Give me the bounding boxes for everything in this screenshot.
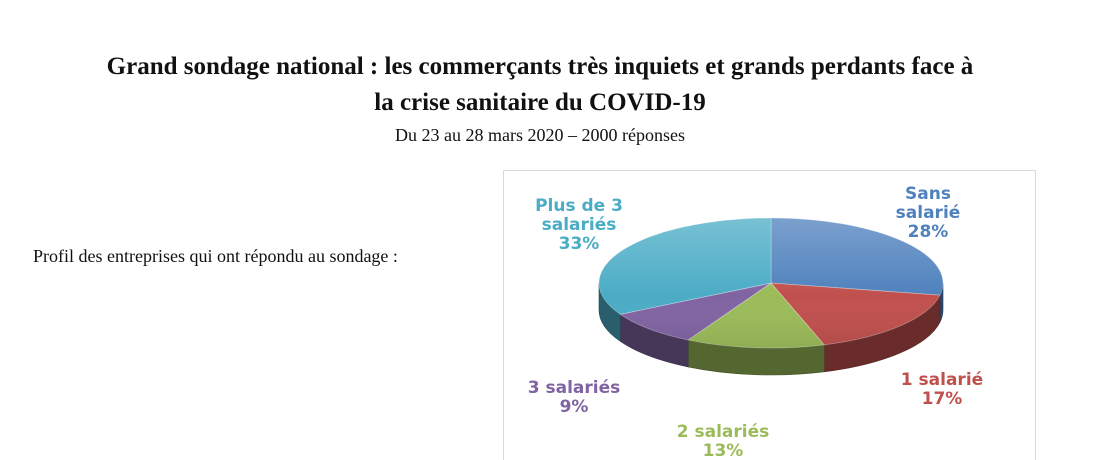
pie-data-label-line: salariés bbox=[542, 215, 617, 235]
pie-data-label-sans-salarie: Sans salarié 28% bbox=[896, 184, 961, 242]
pie-data-label-plus-de-3-salaries: Plus de 3 salariés 33% bbox=[535, 196, 623, 254]
pie-data-label-2-salaries: 2 salariés 13% bbox=[677, 422, 770, 460]
pie-data-label-line: 2 salariés bbox=[677, 422, 770, 442]
pie-sheen bbox=[599, 218, 943, 348]
pie-data-label-line: 9% bbox=[560, 397, 589, 417]
pie-data-label-line: 1 salarié bbox=[901, 370, 983, 390]
pie-data-label-line: Sans bbox=[905, 184, 951, 204]
pie-data-label-3-salaries: 3 salariés 9% bbox=[528, 378, 621, 417]
pie-data-label-line: 13% bbox=[703, 441, 744, 460]
pie-data-label-line: salarié bbox=[896, 203, 961, 223]
pie-slices bbox=[598, 217, 944, 349]
pie-data-label-line: Plus de 3 bbox=[535, 196, 623, 216]
page-title-line-1: Grand sondage national : les commerçants… bbox=[106, 53, 974, 80]
pie-chart: Sans salarié 28% 1 salarié 17% 2 salariés 13% 3… bbox=[528, 184, 983, 460]
page-subtitle: Du 23 au 28 mars 2020 – 2000 réponses bbox=[395, 125, 685, 145]
pie-chart-frame: Sans salarié 28% 1 salarié 17% 2 salariés 13% 3… bbox=[503, 170, 1036, 460]
pie-labels: Sans salarié 28% 1 salarié 17% 2 salariés 13% 3… bbox=[528, 184, 983, 460]
pie-data-label-line: 33% bbox=[559, 234, 600, 254]
profile-label: Profil des entreprises qui ont répondu a… bbox=[33, 246, 398, 266]
pie-data-label-line: 17% bbox=[922, 389, 963, 409]
pie-data-label-line: 28% bbox=[908, 222, 949, 242]
pie-data-label-line: 3 salariés bbox=[528, 378, 621, 398]
pie-sides bbox=[598, 282, 944, 376]
page-title-line-2: la crise sanitaire du COVID-19 bbox=[374, 89, 706, 116]
pie-data-label-1-salarie: 1 salarié 17% bbox=[901, 370, 983, 409]
